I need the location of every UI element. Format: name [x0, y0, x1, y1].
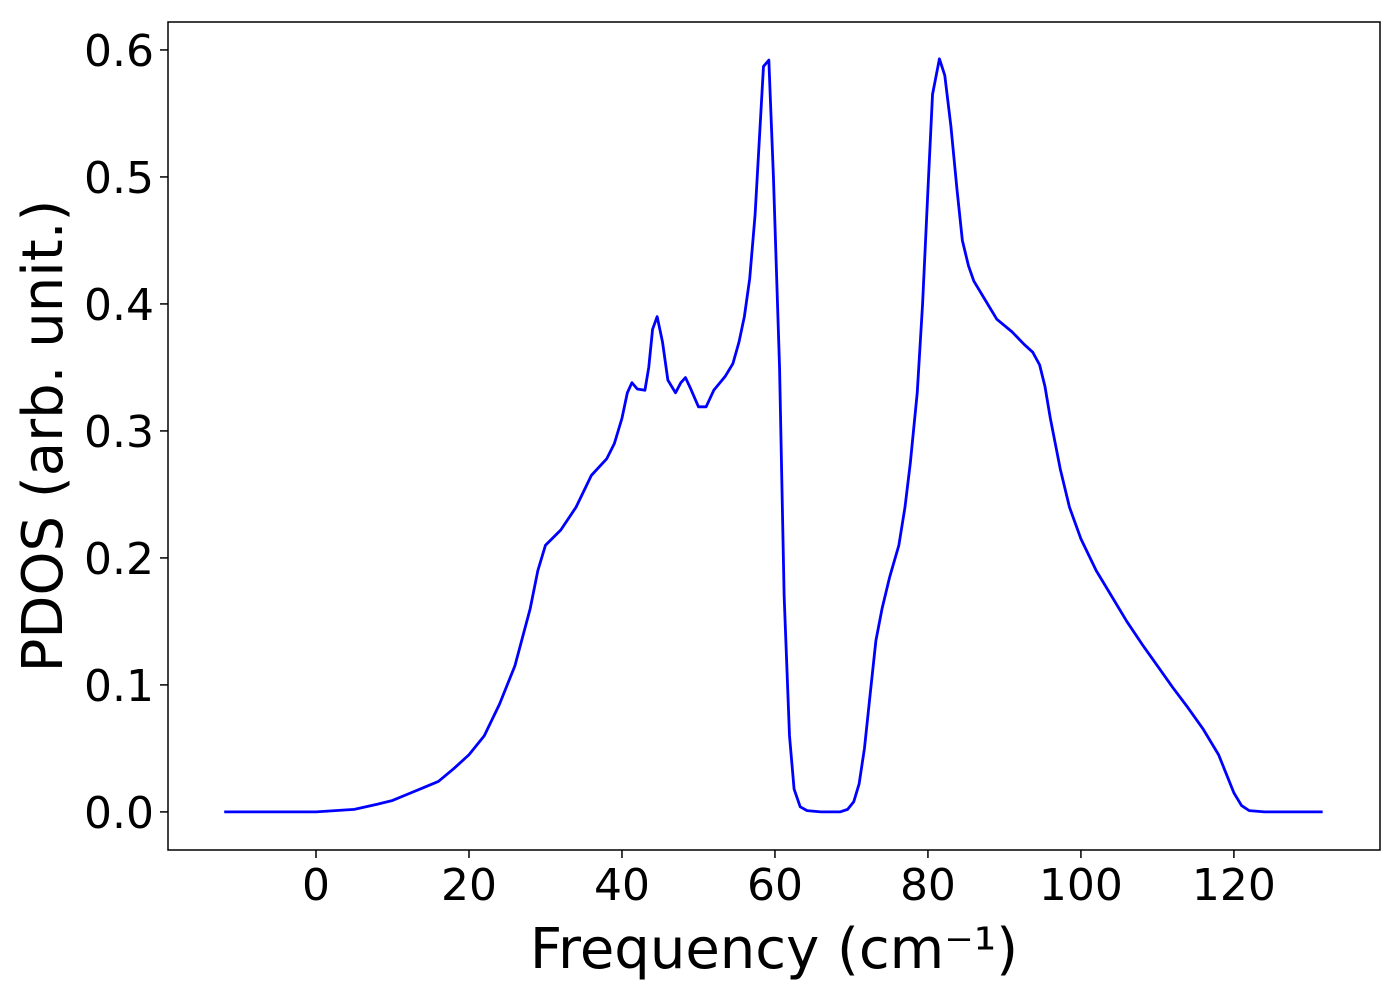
y-tick-label: 0.3 [84, 407, 154, 458]
y-tick-label: 0.0 [84, 788, 154, 839]
x-axis-label: Frequency (cm⁻¹) [530, 917, 1018, 982]
y-tick-label: 0.1 [84, 661, 154, 712]
y-tick-label: 0.5 [84, 153, 154, 204]
x-tick-label: 100 [1039, 860, 1123, 911]
x-tick-label: 120 [1192, 860, 1276, 911]
x-tick-label: 20 [441, 860, 497, 911]
y-tick-label: 0.4 [84, 280, 154, 331]
y-tick-label: 0.2 [84, 534, 154, 585]
x-tick-label: 80 [900, 860, 956, 911]
y-tick-label: 0.6 [84, 26, 154, 77]
x-tick-label: 60 [747, 860, 803, 911]
x-tick-label: 40 [594, 860, 650, 911]
x-tick-label: 0 [302, 860, 330, 911]
data-line [224, 57, 1323, 814]
plot-frame [167, 21, 1381, 851]
y-axis-label: PDOS (arb. unit.) [11, 200, 76, 673]
